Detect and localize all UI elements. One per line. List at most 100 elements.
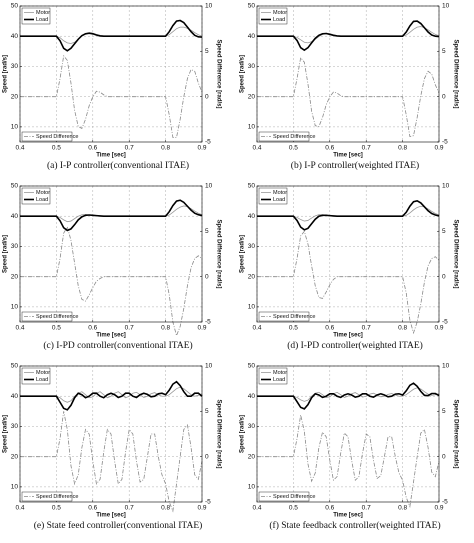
legend-label: Motor — [36, 10, 50, 16]
legend-label: Speed Difference — [273, 314, 315, 320]
y-tick-label: 50 — [248, 3, 256, 10]
plot-frame — [19, 185, 203, 323]
series-line — [20, 205, 203, 223]
x-tick-label: 0.5 — [52, 505, 61, 512]
y-tick-label: 10 — [248, 304, 256, 311]
y2-tick-label: 0 — [442, 273, 446, 280]
plot-frame — [256, 185, 440, 323]
x-axis-label: Time [sec] — [96, 333, 126, 339]
x-tick-label: 0.5 — [52, 145, 61, 152]
y2-axis-label: Speed Difference [rad/s] — [215, 219, 221, 288]
y2-tick-label: 5 — [205, 48, 209, 55]
y-tick-label: 50 — [248, 183, 256, 190]
x-tick-label: 0.4 — [252, 505, 261, 512]
y2-axis-label: Speed Difference [rad/s] — [215, 39, 221, 108]
y-axis-label: Speed [rad/s] — [240, 235, 246, 273]
y-tick-label: 40 — [248, 33, 256, 40]
x-tick-label: 0.7 — [125, 505, 134, 512]
y2-tick-label: 10 — [205, 363, 213, 370]
y-tick-label: 40 — [11, 33, 19, 40]
series-line — [20, 225, 203, 337]
y-tick-label: 30 — [248, 243, 256, 250]
y-tick-label: 10 — [11, 484, 19, 491]
y2-axis-label: Speed Difference [rad/s] — [452, 219, 458, 288]
legend-label: Speed Difference — [273, 134, 315, 140]
y-tick-label: 10 — [248, 484, 256, 491]
x-tick-label: 0.7 — [125, 145, 134, 152]
x-tick-label: 0.7 — [362, 505, 371, 512]
x-tick-label: 0.9 — [197, 145, 206, 152]
y-tick-label: 20 — [248, 93, 256, 100]
y-tick-label: 20 — [248, 453, 256, 460]
plot-frame — [256, 5, 440, 143]
x-tick-label: 0.8 — [398, 145, 407, 152]
legend-label: Load — [273, 197, 285, 203]
x-tick-label: 0.5 — [52, 325, 61, 332]
y2-tick-label: 10 — [205, 3, 213, 10]
legend-label: Speed Difference — [36, 134, 78, 140]
series-line — [257, 26, 440, 44]
y-axis-label: Speed [rad/s] — [240, 55, 246, 93]
legend-box — [21, 491, 73, 502]
y-tick-label: 30 — [248, 423, 256, 430]
x-axis-label: Time [sec] — [333, 333, 363, 339]
x-tick-label: 0.7 — [125, 325, 134, 332]
series-line — [257, 382, 440, 410]
y2-tick-label: -5 — [442, 499, 448, 506]
y2-tick-label: -5 — [205, 139, 211, 146]
legend-box — [21, 131, 73, 142]
series-line — [20, 19, 203, 52]
y-tick-label: 10 — [11, 304, 19, 311]
series-line — [20, 26, 203, 44]
legend-label: Motor — [273, 10, 287, 16]
x-tick-label: 0.9 — [434, 325, 443, 332]
y-tick-label: 50 — [11, 183, 19, 190]
x-tick-label: 0.5 — [289, 145, 298, 152]
y-tick-label: 30 — [248, 63, 256, 70]
series-line — [257, 205, 440, 222]
y2-tick-label: 5 — [442, 48, 446, 55]
y-axis-label: Speed [rad/s] — [3, 235, 9, 273]
series-line — [20, 54, 203, 138]
y2-tick-label: 0 — [205, 273, 209, 280]
series-line — [257, 414, 440, 509]
y2-tick-label: 5 — [205, 408, 209, 415]
y2-axis-label: Speed Difference [rad/s] — [452, 39, 458, 108]
legend-box — [258, 311, 310, 322]
x-tick-label: 0.8 — [161, 505, 170, 512]
y-tick-label: 50 — [248, 363, 256, 370]
legend-label: Load — [273, 17, 285, 23]
y-tick-label: 50 — [11, 363, 19, 370]
y-tick-label: 20 — [11, 93, 19, 100]
x-tick-label: 0.5 — [289, 505, 298, 512]
legend-label: Load — [36, 17, 48, 23]
x-tick-label: 0.6 — [325, 325, 334, 332]
y-tick-label: 40 — [248, 393, 256, 400]
y2-tick-label: 10 — [205, 183, 213, 190]
legend-box — [21, 311, 73, 322]
series-line — [20, 380, 203, 411]
legend-label: Motor — [36, 370, 50, 376]
x-axis-label: Time [sec] — [333, 153, 363, 159]
plot-frame — [19, 5, 203, 143]
y2-tick-label: 10 — [442, 3, 450, 10]
series-line — [257, 230, 440, 335]
y-tick-label: 30 — [11, 243, 19, 250]
y2-tick-label: 0 — [205, 93, 209, 100]
legend-label: Load — [273, 377, 285, 383]
x-tick-label: 0.9 — [434, 505, 443, 512]
y2-tick-label: 0 — [205, 453, 209, 460]
caption: (e) State feed controller(conventional I… — [34, 520, 203, 531]
x-tick-label: 0.5 — [289, 325, 298, 332]
y-axis-label: Speed [rad/s] — [240, 415, 246, 453]
x-tick-label: 0.7 — [362, 145, 371, 152]
x-tick-label: 0.6 — [88, 505, 97, 512]
x-tick-label: 0.6 — [325, 145, 334, 152]
y2-axis-label: Speed Difference [rad/s] — [452, 399, 458, 468]
legend-label: Speed Difference — [36, 314, 78, 320]
y-tick-label: 20 — [11, 453, 19, 460]
y-tick-label: 20 — [11, 273, 19, 280]
y2-tick-label: -5 — [442, 139, 448, 146]
series-line — [20, 386, 203, 403]
